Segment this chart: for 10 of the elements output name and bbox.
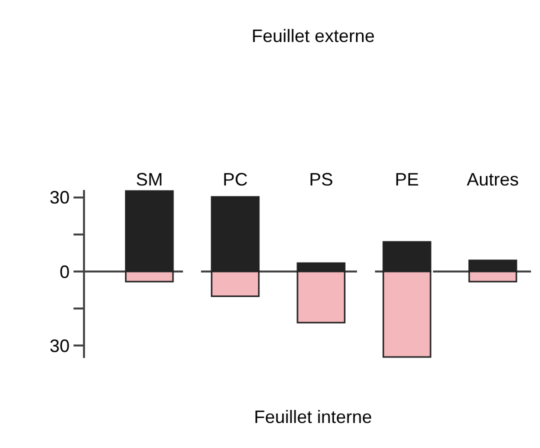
chart-title: Feuillet externe [252,26,375,46]
x-tick-label: Autres [466,169,519,190]
y-tick-label: 0 [60,262,70,282]
x-tick-label: PS [309,169,334,190]
text: Feuillet interne [254,407,372,427]
x-tick-label: PC [222,169,248,190]
x-tick-label: SM [136,169,163,190]
y-tick-label: 30 [50,336,70,356]
y-tick-label: 30 [50,188,70,208]
x-tick-label: PE [394,169,419,190]
